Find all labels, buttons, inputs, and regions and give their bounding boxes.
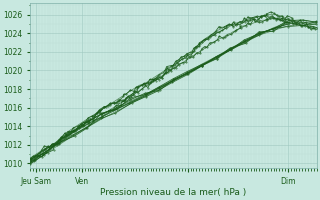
X-axis label: Pression niveau de la mer( hPa ): Pression niveau de la mer( hPa ): [100, 188, 247, 197]
